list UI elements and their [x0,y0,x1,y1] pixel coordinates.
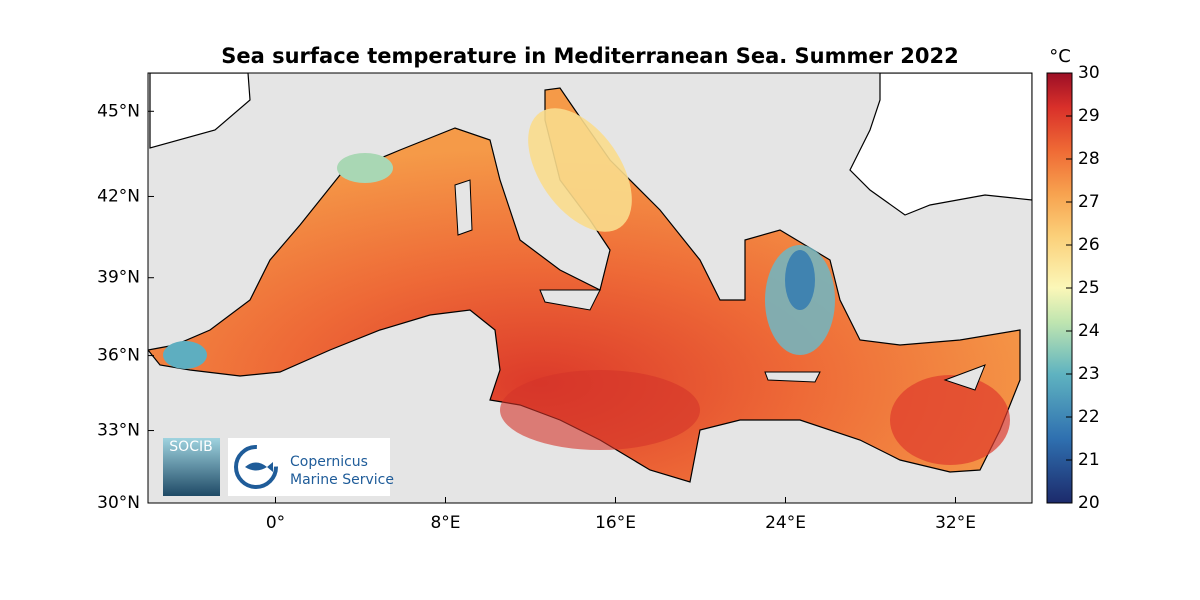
plot-frame [147,72,1033,504]
y-tick-label: 39°N [97,268,140,288]
map-area [148,73,1032,503]
x-tick-label: 8°E [430,513,460,533]
colorbar-tick-label: 22 [1078,407,1100,427]
logos: SOCIB Copernicus Marine Service [163,438,394,496]
colorbar-tick-label: 23 [1078,364,1100,384]
colorbar-tick-label: 28 [1078,149,1100,169]
island [454,179,473,236]
y-tick-label: 45°N [97,101,140,121]
cool-region [163,341,207,369]
sea [148,87,1021,483]
map-title: Sea surface temperature in Mediterranean… [221,44,958,68]
colorbar-tick-label: 26 [1078,235,1100,255]
colorbar-tick-label: 25 [1078,278,1100,298]
colorbar-tick-label: 24 [1078,321,1100,341]
island [943,364,986,391]
warm-region [890,375,1010,465]
y-tick-label: 30°N [97,493,140,513]
x-tick-label: 16°E [595,513,636,533]
x-tick-label: 24°E [765,513,806,533]
copernicus-text: Marine Service [290,472,394,488]
copernicus-icon [234,445,278,489]
x-tick-label: 32°E [935,513,976,533]
cool-region [337,153,393,183]
y-tick-label: 36°N [97,346,140,366]
x-tick-label: 0° [266,513,285,533]
colorbar-tick-label: 21 [1078,450,1100,470]
cool-region [785,250,815,310]
island [764,371,821,383]
colorbar-unit: °C [1049,46,1071,67]
socib-logo [163,438,220,496]
colorbar-tick-label: 27 [1078,192,1100,212]
socib-text: SOCIB [169,439,212,455]
colorbar-tick-label: 29 [1078,106,1100,126]
y-tick-label: 42°N [97,186,140,206]
y-tick-label: 33°N [97,421,140,441]
warm-region [500,370,700,450]
island [539,289,601,311]
outside-area [849,73,1032,216]
outside-area [149,73,251,149]
warm-region [528,108,632,232]
fish-icon [245,462,273,472]
colorbar-tick-label: 30 [1078,63,1100,83]
colorbar-tick-label: 20 [1078,493,1100,513]
copernicus-text: Copernicus [290,454,368,470]
